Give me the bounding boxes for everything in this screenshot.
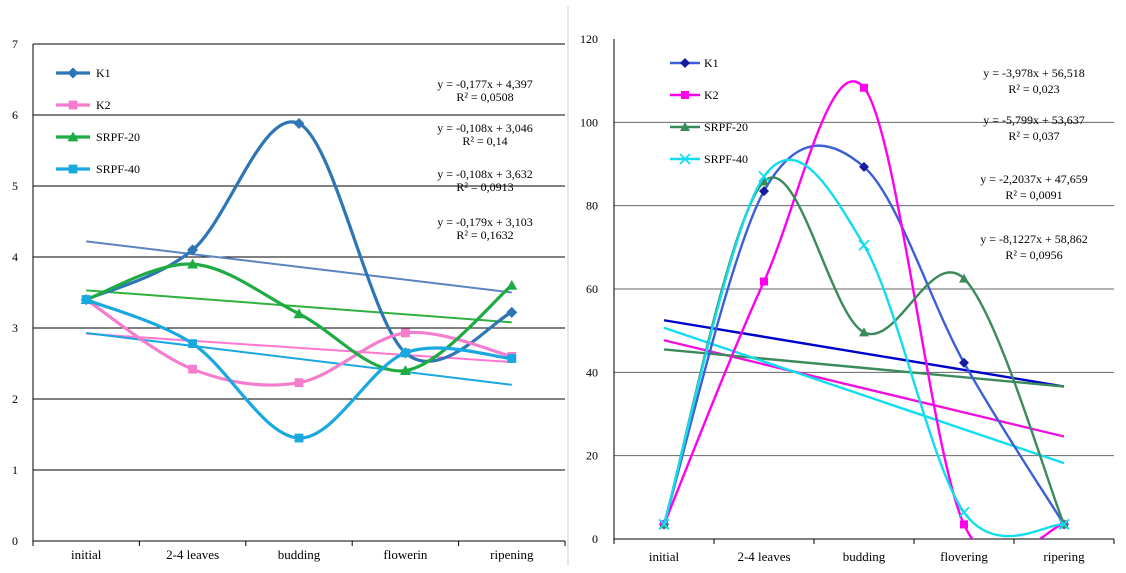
y-tick-label: 100 (580, 115, 598, 129)
data-point (960, 520, 968, 528)
equation-text: y = -0,108x + 3,046 (437, 121, 533, 135)
legend-label: SRPF-40 (704, 152, 748, 166)
y-tick-label: 0 (12, 534, 18, 548)
data-point (506, 280, 517, 290)
data-point (295, 378, 304, 387)
equation-text: y = -0,179x + 3,103 (437, 215, 533, 229)
legend-item: K2 (670, 88, 719, 102)
data-point (860, 84, 868, 92)
legend-item: SRPF-40 (670, 152, 748, 166)
equation-text: y = -8,1227x + 58,862 (980, 232, 1088, 246)
x-tick-label: flowerin (383, 547, 428, 562)
r-squared-text: R² = 0,0913 (456, 180, 513, 194)
series-line (664, 177, 1064, 524)
y-tick-label: 5 (12, 179, 18, 193)
data-point (188, 365, 197, 374)
r-squared-text: R² = 0,1632 (456, 228, 513, 242)
equations: y = -0,177x + 4,397R² = 0,0508 y = -0,108… (437, 77, 533, 242)
x-tick-label: ripering (1043, 549, 1085, 564)
x-tick-label: budding (843, 549, 886, 564)
r-squared-text: R² = 0,0508 (456, 90, 513, 104)
legend-label: K1 (704, 56, 719, 70)
equation-text: y = -3,978x + 56,518 (983, 66, 1085, 80)
r-squared-text: R² = 0,023 (1008, 82, 1059, 96)
r-squared-text: R² = 0,0091 (1005, 188, 1062, 202)
r-squared-text: R² = 0,14 (462, 134, 507, 148)
equation-text: y = -5,799x + 53,637 (983, 113, 1085, 127)
x-tick-label: flovering (940, 549, 988, 564)
x-tick-label: initial (649, 549, 680, 564)
y-tick-label: 6 (12, 108, 18, 122)
legend-label: SRPF-20 (96, 130, 140, 144)
legend-marker (68, 68, 79, 79)
y-tick-label: 120 (580, 32, 598, 46)
r-squared-text: R² = 0,0956 (1005, 248, 1062, 262)
y-tick-label: 40 (586, 365, 598, 379)
legend-marker (69, 101, 78, 110)
x-tick-label: ripening (490, 547, 534, 562)
chart-panel-2: 0 20 40 60 80 100 120 initial 2-4 leaves budding f… (580, 32, 1114, 564)
chart-panel-1: 0 1 2 3 4 5 6 7 initial 2-4 leaves budding flowerin… (12, 37, 565, 562)
legend: K1 K2 SRPF-20 SRPF-40 (670, 56, 748, 166)
y-tick-label: 80 (586, 199, 598, 213)
data-point (295, 434, 304, 443)
data-point (959, 358, 969, 368)
legend-item: SRPF-40 (56, 162, 140, 176)
data-point (859, 240, 869, 250)
legend-item: K1 (56, 66, 111, 80)
series-line (86, 122, 512, 362)
x-tick-label: 2-4 leaves (737, 549, 790, 564)
y-tick-label: 1 (12, 463, 18, 477)
legend-label: K1 (96, 66, 111, 80)
legend-item: K2 (56, 98, 111, 112)
trendline-srpf-40 (86, 333, 512, 385)
legend-item: K1 (670, 56, 719, 70)
y-tick-label: 60 (586, 282, 598, 296)
data-point (760, 278, 768, 286)
equation-text: y = -0,177x + 4,397 (437, 77, 533, 91)
x-tick-label: budding (278, 547, 321, 562)
data-point (188, 339, 197, 348)
legend-item: SRPF-20 (56, 130, 140, 144)
series-k1 (81, 118, 518, 361)
legend-label: K2 (704, 88, 719, 102)
y-tick-label: 7 (12, 37, 18, 51)
y-tick-label: 3 (12, 321, 18, 335)
legend-marker (680, 58, 690, 68)
legend-label: K2 (96, 98, 111, 112)
equations: y = -3,978x + 56,518 R² = 0,023 y = -5,799… (980, 66, 1088, 262)
y-tick-label: 4 (12, 250, 18, 264)
r-squared-text: R² = 0,037 (1008, 129, 1059, 143)
series-line (86, 300, 512, 438)
legend-label: SRPF-20 (704, 120, 748, 134)
data-point (507, 354, 516, 363)
legend-marker (681, 91, 689, 99)
data-point (401, 329, 410, 338)
trendlines (664, 320, 1064, 463)
legend-marker (69, 165, 78, 174)
trendline-k1 (86, 241, 512, 292)
y-tick-label: 0 (592, 532, 598, 546)
series-k1 (659, 146, 1069, 530)
equation-text: y = -0,108x + 3,632 (437, 167, 533, 181)
x-tick-label: initial (71, 547, 102, 562)
y-tick-label: 20 (586, 449, 598, 463)
equation-text: y = -2,2037x + 47,659 (980, 172, 1088, 186)
data-point (82, 295, 91, 304)
trendline-srpf-40 (664, 328, 1064, 463)
legend-label: SRPF-40 (96, 162, 140, 176)
y-tick-label: 2 (12, 392, 18, 406)
legend: K1 K2 SRPF-20 SRPF-40 (56, 66, 140, 176)
x-tick-label: 2-4 leaves (166, 547, 219, 562)
gridlines (33, 44, 565, 470)
data-point (401, 348, 410, 357)
